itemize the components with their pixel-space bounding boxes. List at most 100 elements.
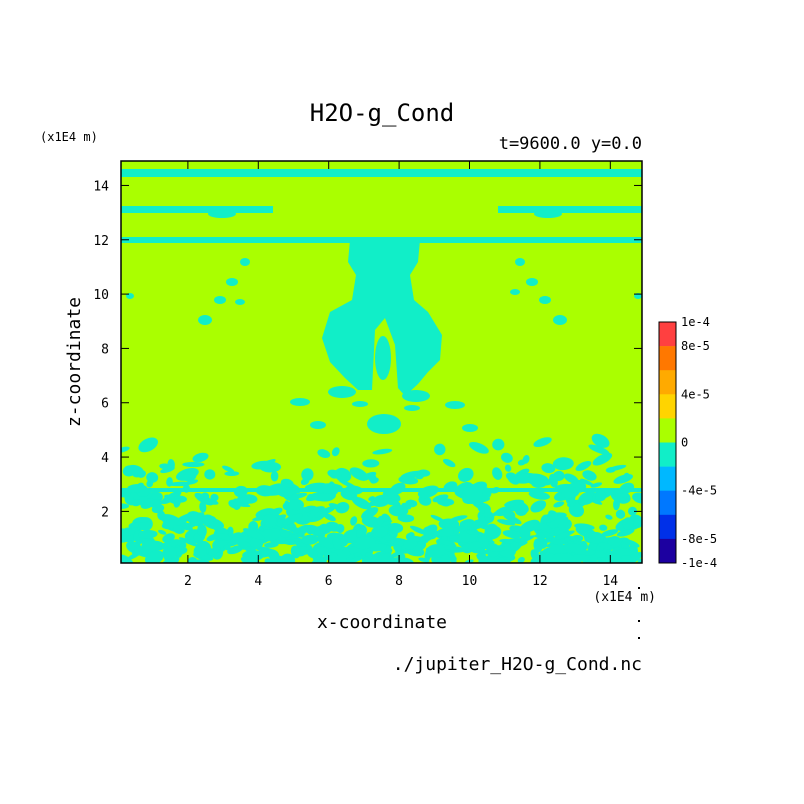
negative-region bbox=[403, 538, 418, 550]
negative-region bbox=[615, 509, 626, 519]
negative-region bbox=[137, 490, 150, 497]
negative-region bbox=[159, 463, 172, 470]
negative-region bbox=[548, 473, 558, 488]
negative-region bbox=[306, 548, 318, 559]
x-tick-label: 12 bbox=[532, 574, 548, 589]
negative-region bbox=[173, 525, 185, 534]
negative-region bbox=[168, 481, 192, 487]
y-tick-label: 14 bbox=[93, 179, 109, 194]
negative-region bbox=[510, 289, 520, 295]
negative-region bbox=[355, 528, 367, 539]
negative-region bbox=[425, 544, 446, 558]
negative-region bbox=[613, 498, 620, 511]
y-tick-label: 2 bbox=[101, 505, 109, 520]
colorbar-segment bbox=[659, 466, 676, 491]
negative-region bbox=[290, 398, 310, 406]
colorbar-label: -4e-5 bbox=[681, 484, 717, 498]
negative-region bbox=[149, 498, 163, 508]
negative-region bbox=[158, 529, 167, 535]
negative-region bbox=[138, 437, 158, 453]
negative-region bbox=[476, 552, 488, 562]
negative-region bbox=[368, 473, 377, 483]
negative-region bbox=[131, 498, 142, 507]
negative-region bbox=[214, 296, 226, 304]
negative-region bbox=[372, 448, 393, 455]
negative-region bbox=[553, 553, 577, 563]
negative-region bbox=[162, 545, 177, 560]
negative-region bbox=[126, 551, 142, 561]
negative-region bbox=[192, 452, 209, 463]
negative-region bbox=[442, 458, 456, 468]
negative-region bbox=[434, 443, 446, 456]
negative-region bbox=[552, 457, 574, 471]
negative-region bbox=[389, 548, 408, 558]
negative-region bbox=[391, 557, 414, 563]
negative-region bbox=[607, 536, 622, 548]
negative-region bbox=[362, 459, 380, 468]
negative-region bbox=[264, 542, 279, 548]
colorbar-segment bbox=[659, 418, 676, 443]
colorbar-segment bbox=[659, 490, 676, 516]
negative-region bbox=[580, 478, 594, 486]
negative-region bbox=[497, 519, 516, 526]
negative-region bbox=[121, 503, 130, 509]
colorbar-frame bbox=[658, 321, 677, 564]
negative-region bbox=[605, 553, 623, 563]
negative-region bbox=[121, 206, 273, 213]
negative-region bbox=[121, 446, 130, 453]
negative-region bbox=[228, 501, 251, 508]
negative-region bbox=[502, 530, 523, 539]
negative-region bbox=[566, 543, 587, 555]
negative-region bbox=[587, 540, 598, 553]
negative-region bbox=[476, 547, 486, 554]
negative-region bbox=[398, 475, 419, 485]
colorbar-segment bbox=[659, 538, 676, 564]
negative-region bbox=[335, 502, 350, 514]
negative-region bbox=[240, 258, 250, 266]
negative-region bbox=[549, 539, 568, 545]
corner-marks bbox=[638, 587, 640, 639]
negative-region bbox=[361, 507, 379, 520]
colorbar-segment bbox=[659, 514, 676, 540]
negative-region bbox=[311, 493, 335, 502]
negative-region bbox=[262, 514, 277, 528]
negative-region bbox=[146, 472, 159, 483]
negative-region bbox=[592, 452, 613, 466]
negative-region bbox=[468, 441, 489, 454]
colorbar-segment bbox=[659, 442, 676, 467]
negative-region bbox=[133, 518, 150, 523]
negative-region bbox=[492, 467, 503, 480]
negative-region bbox=[492, 438, 505, 451]
negative-region bbox=[432, 494, 449, 503]
negative-region bbox=[619, 554, 633, 563]
negative-region bbox=[199, 501, 207, 513]
negative-region bbox=[590, 482, 603, 488]
negative-region bbox=[187, 557, 198, 563]
negative-region bbox=[290, 545, 301, 559]
contour-field bbox=[121, 169, 642, 563]
negative-region bbox=[504, 464, 512, 472]
negative-region bbox=[439, 499, 451, 507]
negative-region bbox=[578, 491, 597, 506]
negative-region bbox=[155, 541, 171, 551]
colorbar-label: 1e-4 bbox=[681, 315, 710, 329]
colorbar-label: 8e-5 bbox=[681, 339, 710, 353]
negative-region bbox=[294, 541, 307, 547]
negative-region bbox=[144, 550, 164, 563]
x-tick-label: 4 bbox=[254, 574, 262, 589]
y-axis-title: z-coordinate bbox=[64, 297, 85, 427]
negative-region bbox=[507, 475, 520, 485]
negative-region bbox=[484, 507, 492, 518]
negative-region bbox=[613, 493, 630, 498]
negative-region bbox=[376, 515, 385, 526]
negative-region bbox=[204, 469, 216, 480]
negative-region bbox=[553, 315, 567, 325]
negative-region bbox=[310, 421, 326, 429]
plot-frame bbox=[120, 160, 643, 564]
negative-region bbox=[352, 401, 368, 407]
negative-region bbox=[231, 536, 251, 549]
chart-title: H2O-g_Cond bbox=[310, 99, 455, 127]
negative-region bbox=[466, 529, 480, 535]
negative-region bbox=[598, 542, 614, 551]
negative-region bbox=[498, 206, 642, 213]
